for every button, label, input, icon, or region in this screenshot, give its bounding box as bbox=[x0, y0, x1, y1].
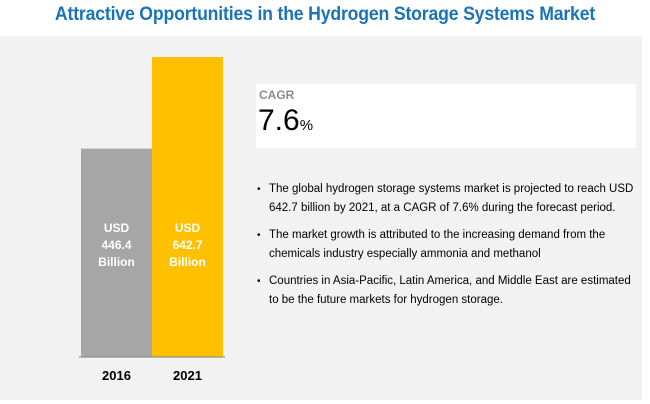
key-point: • The global hydrogen storage systems mar… bbox=[256, 180, 636, 218]
bullet-icon: • bbox=[257, 230, 261, 241]
cagr-label: CAGR bbox=[259, 88, 295, 102]
bullet-icon: • bbox=[257, 184, 261, 195]
x-tick-label-2016: 2016 bbox=[102, 368, 131, 383]
bar-data-label-2021: 642.7 bbox=[172, 238, 202, 252]
key-point-text: The global hydrogen storage systems mark… bbox=[269, 183, 634, 214]
x-tick-label-2021: 2021 bbox=[173, 368, 202, 383]
cagr-value: 7.6% bbox=[258, 104, 313, 143]
key-point: • The market growth is attributed to the … bbox=[256, 226, 636, 264]
bar-data-label-2021: USD bbox=[175, 221, 201, 235]
bar-2021 bbox=[152, 57, 223, 357]
cagr-box: CAGR 7.6% bbox=[256, 84, 636, 148]
bar-data-label-2016: 446.4 bbox=[101, 238, 131, 252]
key-point: • Countries in Asia-Pacific, Latin Americ… bbox=[256, 272, 636, 310]
bar-data-label-2021: Billion bbox=[169, 255, 206, 269]
page-title: Attractive Opportunities in the Hydrogen… bbox=[54, 4, 596, 25]
bar-data-label-2016: USD bbox=[104, 221, 130, 235]
cagr-number: 7.6 bbox=[258, 104, 300, 137]
key-point-text: Countries in Asia-Pacific, Latin America… bbox=[269, 275, 631, 306]
bar-2016 bbox=[81, 148, 152, 357]
key-points-list: • The global hydrogen storage systems mar… bbox=[256, 180, 636, 318]
bullet-icon: • bbox=[257, 276, 261, 287]
key-point-text: The market growth is attributed to the i… bbox=[269, 229, 606, 260]
bar-data-label-2016: Billion bbox=[98, 255, 135, 269]
cagr-unit: % bbox=[299, 117, 314, 134]
